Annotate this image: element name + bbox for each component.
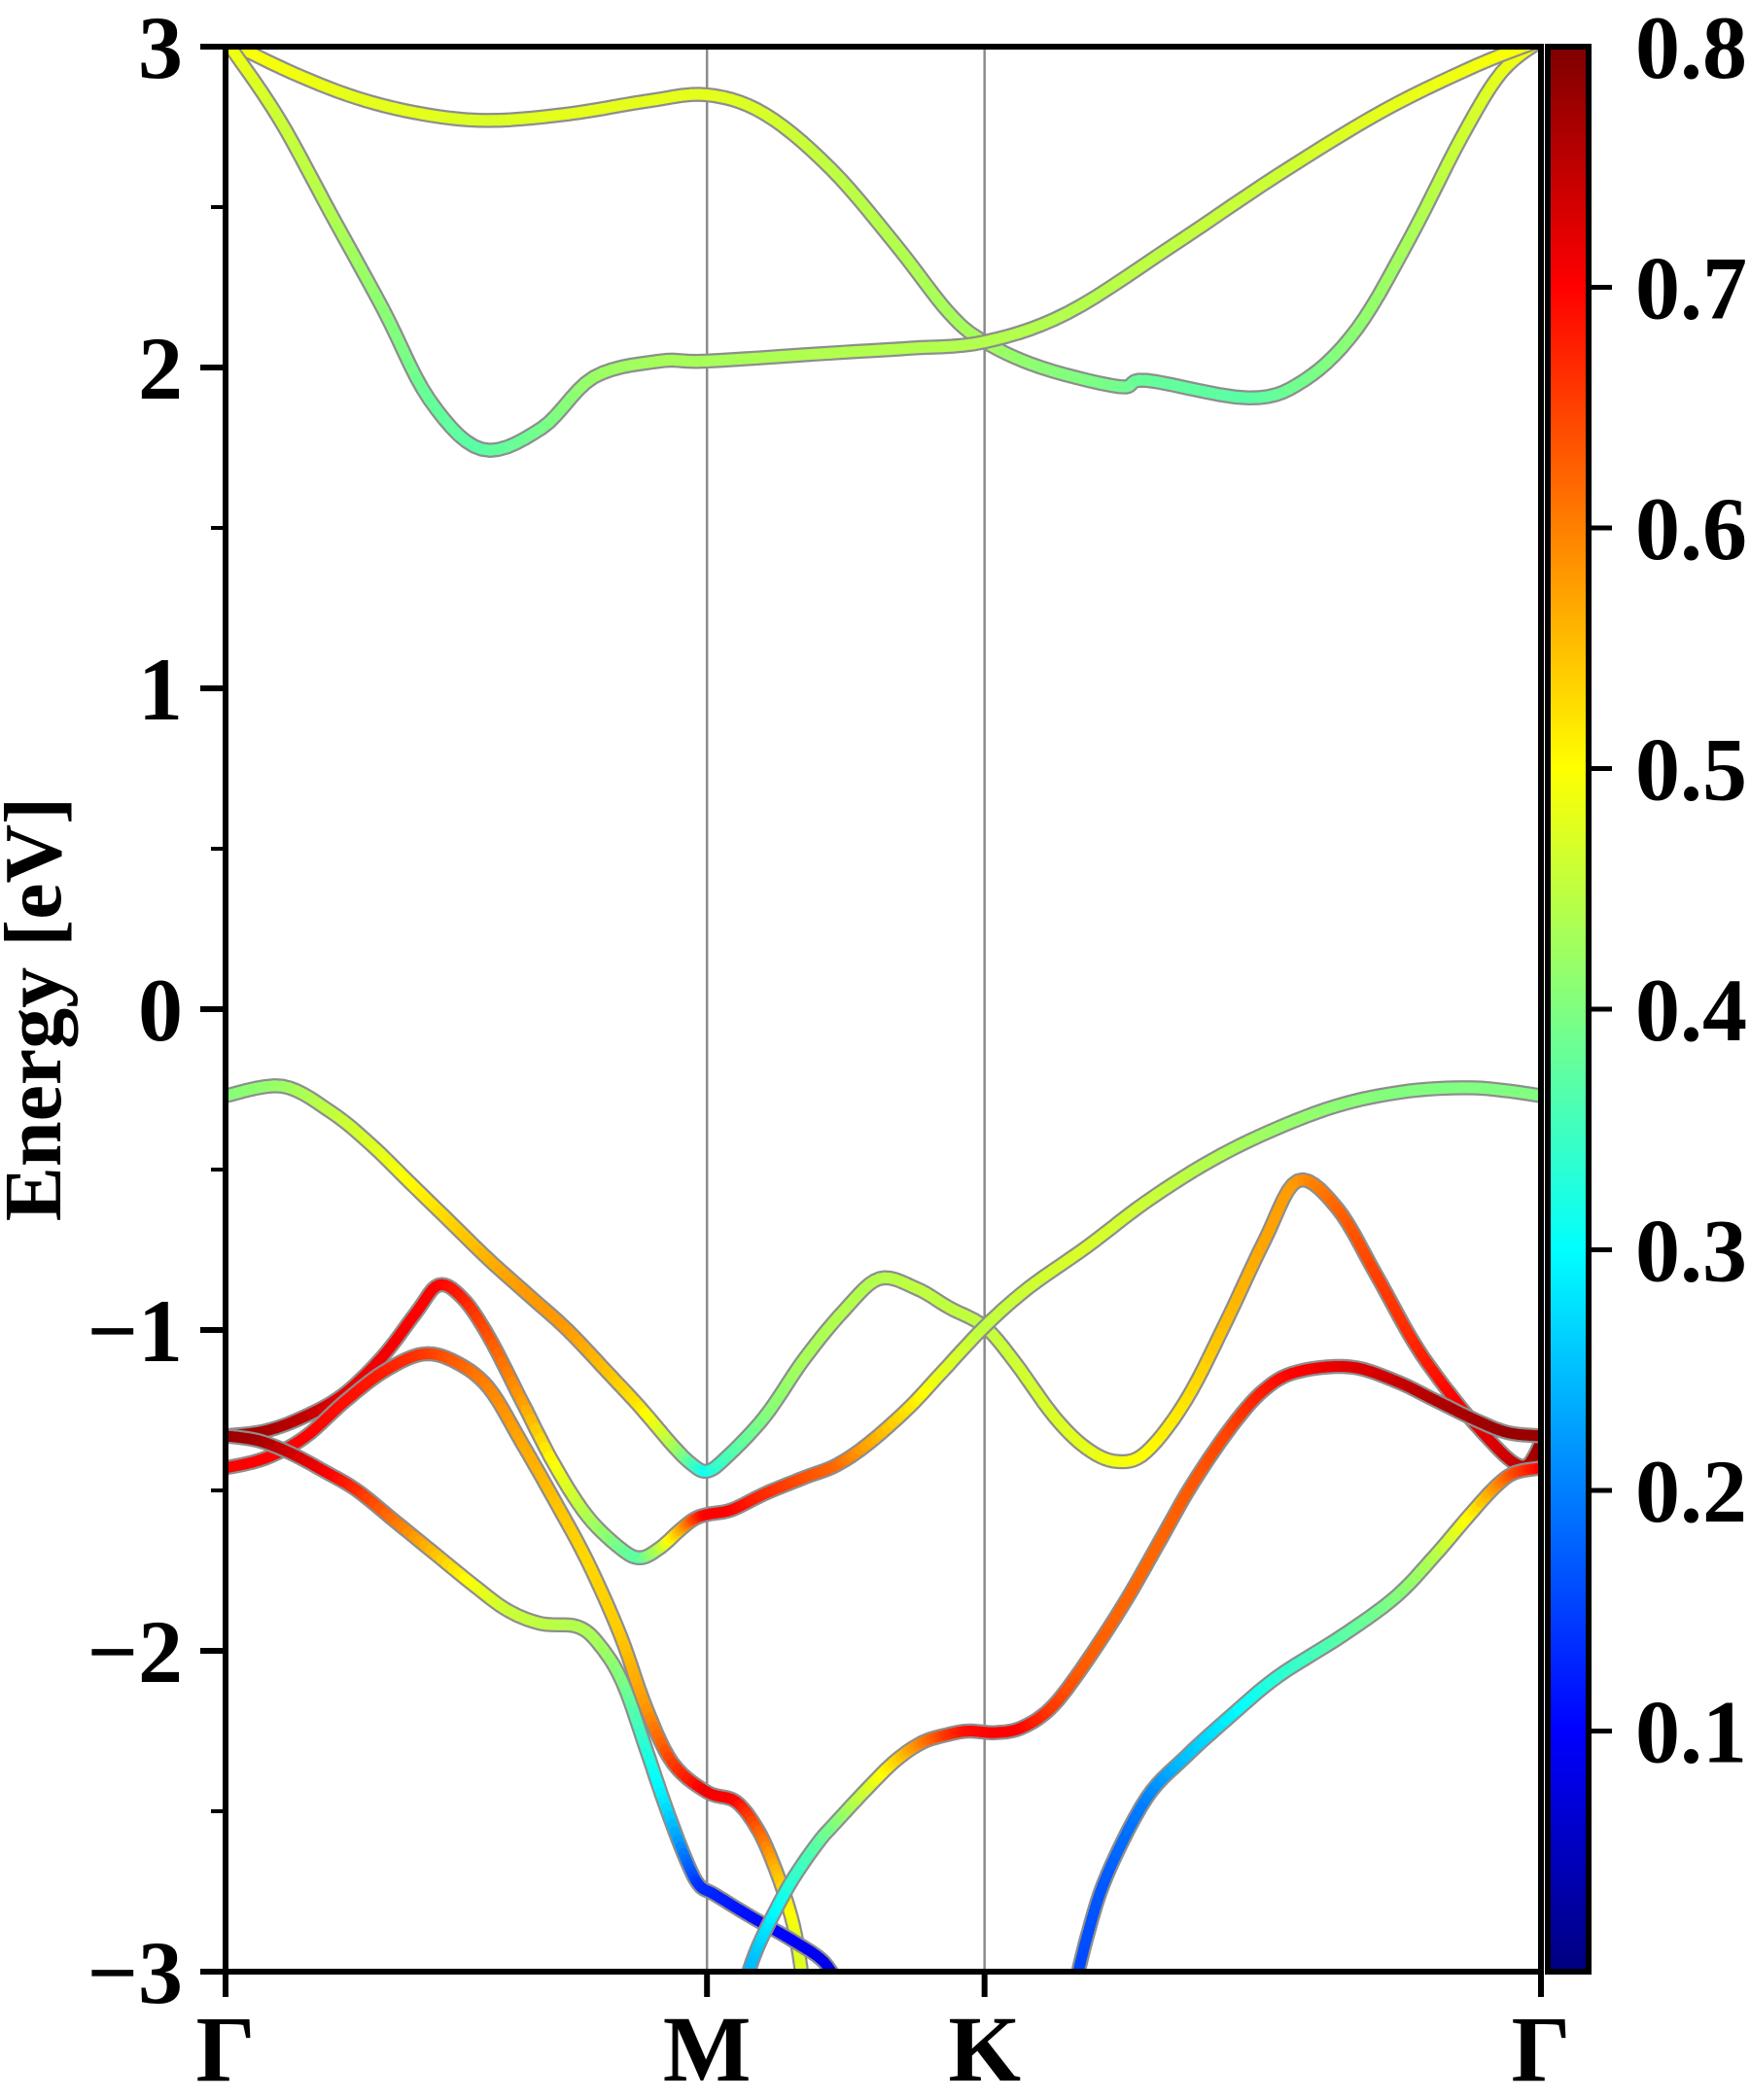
- band-segment: [829, 1970, 838, 1972]
- y-tick-label: 1: [138, 640, 183, 739]
- x-tick-label-1: M: [663, 1997, 752, 2100]
- colorbar-tick-label: 0.2: [1635, 1442, 1747, 1541]
- y-axis-ticks: 3 2 1 0 −1 −2 −3: [88, 0, 226, 2022]
- band-curve-valence-4: [226, 1428, 841, 1991]
- band-curve-valence-2: [226, 1080, 1541, 1566]
- x-tick-label-2: K: [948, 1997, 1021, 2100]
- band-segment: [840, 1988, 841, 1991]
- y-tick-label: −1: [88, 1281, 183, 1381]
- colorbar-tick-label: 0.8: [1635, 0, 1747, 97]
- colorbar-tick-label: 0.4: [1635, 961, 1747, 1060]
- band-segment: [1075, 1979, 1077, 1986]
- y-tick-label: −2: [88, 1602, 183, 1701]
- colorbar-tick-label: 0.5: [1635, 720, 1747, 820]
- band-outline: [1070, 1460, 1541, 1972]
- band-curve-valence-3: [226, 1346, 810, 1991]
- colorbar-ticks: 0.8 0.7 0.6 0.5 0.4 0.3 0.2 0.1: [1589, 0, 1747, 1782]
- band-curve-valence-k-red: [740, 1358, 1541, 1991]
- band-segment: [803, 1979, 804, 1986]
- band-segment: [226, 47, 236, 49]
- y-tick-label: 3: [138, 0, 183, 97]
- band-curve-valence-1-top: [226, 1078, 1541, 1480]
- colorbar-tick-label: 0.6: [1635, 479, 1747, 578]
- band-outline: [226, 1080, 1541, 1566]
- band-segment: [836, 1980, 838, 1985]
- y-tick-label: 0: [138, 961, 183, 1060]
- k-point-gridlines: [705, 47, 986, 1972]
- band-curve-conduction-lower: [226, 47, 1541, 458]
- y-tick-label: −3: [88, 1923, 183, 2022]
- band-segment: [745, 1978, 747, 1983]
- colorbar-gradient: [1548, 47, 1589, 1972]
- band-curves: [226, 47, 1541, 1991]
- band-outline: [226, 1428, 840, 1972]
- band-segment: [804, 1986, 805, 1991]
- colorbar-tick-label: 0.3: [1635, 1202, 1747, 1301]
- band-segment: [1531, 47, 1540, 49]
- band-segment: [1074, 1986, 1075, 1991]
- y-axis-title: Energy [eV]: [0, 797, 79, 1221]
- colorbar-tick-label: 0.7: [1635, 239, 1747, 338]
- x-tick-label-0: Γ: [195, 1997, 255, 2100]
- band-segment: [743, 1988, 744, 1991]
- colorbar: 0.8 0.7 0.6 0.5 0.4 0.3 0.2 0.1: [1545, 0, 1747, 1975]
- band-curve-valence-blue-right: [1070, 1460, 1541, 1991]
- band-segment: [838, 1984, 840, 1988]
- y-tick-label: 2: [138, 319, 183, 418]
- band-segment: [1533, 47, 1541, 49]
- colorbar-tick-label: 0.1: [1635, 1683, 1747, 1782]
- x-tick-label-3: Γ: [1511, 1997, 1570, 2100]
- band-segment: [744, 1983, 745, 1988]
- band-curve-conduction-upper: [226, 47, 1541, 406]
